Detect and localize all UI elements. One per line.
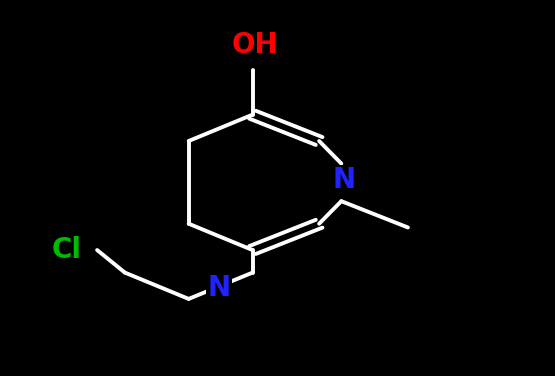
Text: Cl: Cl [52, 236, 82, 264]
Text: N: N [332, 167, 356, 194]
Text: N: N [208, 274, 231, 302]
Text: OH: OH [232, 31, 279, 59]
